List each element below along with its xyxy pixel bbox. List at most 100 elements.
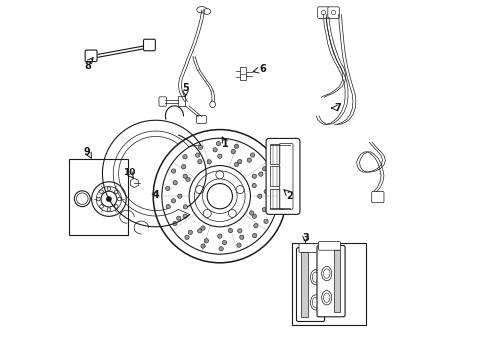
Circle shape [107, 208, 111, 211]
Text: 8: 8 [84, 60, 91, 71]
Circle shape [204, 239, 209, 243]
Circle shape [234, 162, 239, 167]
Ellipse shape [203, 9, 211, 14]
Circle shape [262, 207, 267, 212]
Text: 9: 9 [84, 147, 91, 157]
Text: 6: 6 [259, 64, 266, 74]
Text: 3: 3 [302, 233, 309, 243]
Ellipse shape [210, 101, 216, 108]
Circle shape [197, 159, 202, 164]
Circle shape [185, 235, 189, 239]
Circle shape [198, 145, 203, 149]
Circle shape [183, 174, 187, 179]
Circle shape [183, 214, 187, 218]
Circle shape [171, 199, 175, 203]
Circle shape [197, 229, 202, 233]
Circle shape [201, 226, 205, 230]
Circle shape [264, 219, 268, 224]
Circle shape [228, 228, 233, 233]
Circle shape [216, 171, 224, 179]
FancyBboxPatch shape [279, 143, 293, 210]
Bar [334, 250, 341, 312]
Bar [270, 166, 283, 186]
Bar [270, 189, 283, 209]
Circle shape [115, 205, 118, 208]
Circle shape [252, 183, 256, 188]
FancyBboxPatch shape [144, 39, 155, 51]
Circle shape [207, 160, 211, 164]
Circle shape [182, 165, 186, 169]
Circle shape [173, 181, 177, 185]
Circle shape [213, 148, 217, 152]
Circle shape [218, 234, 222, 238]
Circle shape [97, 197, 100, 201]
Circle shape [186, 177, 190, 181]
Circle shape [238, 159, 242, 164]
Text: 10: 10 [123, 168, 135, 177]
Ellipse shape [321, 266, 332, 281]
Circle shape [196, 186, 203, 194]
FancyBboxPatch shape [85, 50, 97, 62]
Ellipse shape [311, 295, 320, 310]
Circle shape [188, 230, 193, 234]
Circle shape [252, 214, 257, 218]
Text: 2: 2 [287, 191, 294, 201]
Circle shape [228, 210, 236, 217]
Circle shape [263, 167, 267, 171]
Circle shape [237, 243, 241, 247]
Text: 7: 7 [335, 103, 341, 113]
Circle shape [238, 229, 242, 233]
Circle shape [183, 154, 187, 159]
Circle shape [201, 244, 205, 248]
FancyBboxPatch shape [317, 246, 345, 317]
Circle shape [269, 184, 273, 188]
Ellipse shape [321, 291, 332, 305]
Circle shape [258, 194, 262, 198]
FancyBboxPatch shape [299, 244, 321, 252]
Circle shape [115, 190, 118, 193]
Circle shape [166, 186, 170, 190]
Circle shape [183, 205, 188, 209]
FancyBboxPatch shape [328, 7, 339, 18]
Circle shape [196, 153, 200, 157]
Circle shape [100, 190, 103, 193]
Circle shape [118, 197, 121, 201]
Circle shape [247, 158, 251, 162]
Circle shape [176, 216, 181, 220]
Circle shape [254, 224, 258, 228]
Circle shape [252, 174, 257, 179]
Ellipse shape [197, 6, 207, 13]
FancyBboxPatch shape [318, 242, 341, 250]
Circle shape [173, 221, 177, 226]
Circle shape [172, 169, 176, 173]
Circle shape [166, 204, 171, 209]
Text: 5: 5 [182, 83, 189, 93]
Circle shape [207, 184, 232, 209]
Circle shape [236, 186, 244, 194]
Circle shape [219, 247, 223, 251]
Circle shape [249, 211, 254, 215]
Circle shape [178, 194, 182, 198]
Circle shape [218, 154, 222, 158]
Text: 1: 1 [222, 139, 228, 149]
Circle shape [259, 172, 263, 176]
Circle shape [234, 144, 239, 148]
Circle shape [100, 205, 103, 208]
Bar [178, 96, 185, 106]
Circle shape [250, 153, 255, 157]
FancyBboxPatch shape [196, 116, 206, 123]
Circle shape [252, 234, 257, 238]
Circle shape [107, 197, 111, 201]
Circle shape [203, 210, 211, 217]
FancyBboxPatch shape [266, 139, 300, 215]
Circle shape [216, 141, 220, 146]
Circle shape [107, 187, 111, 190]
Text: 4: 4 [152, 190, 159, 200]
Bar [240, 67, 246, 80]
Circle shape [231, 149, 235, 154]
Circle shape [222, 240, 226, 245]
Bar [69, 159, 127, 235]
Circle shape [264, 189, 269, 194]
Circle shape [270, 202, 274, 206]
Bar [270, 144, 283, 164]
